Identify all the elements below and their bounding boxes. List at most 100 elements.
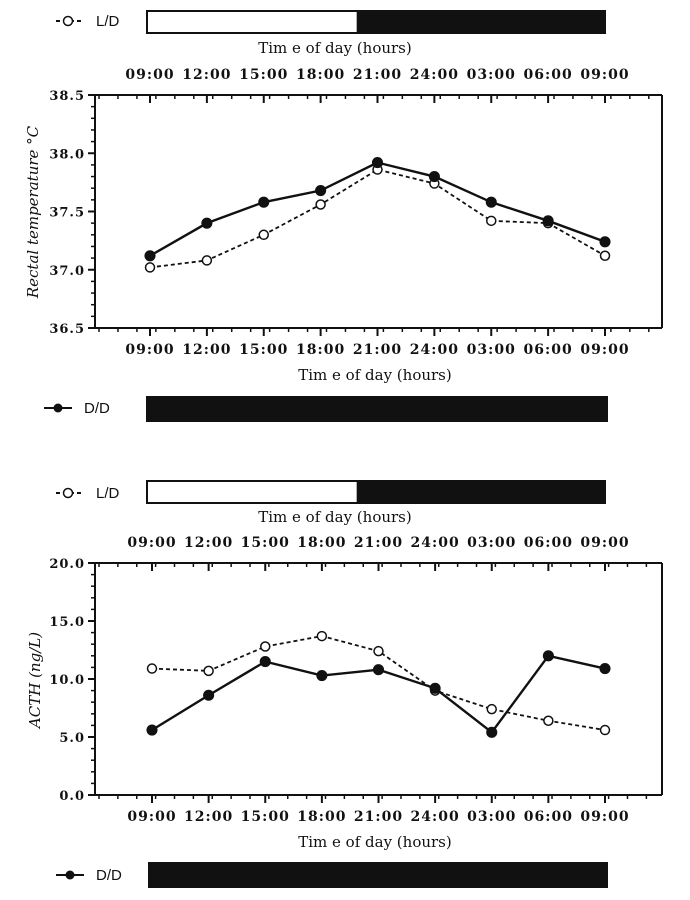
data-point-dd [258, 196, 270, 208]
data-point-dd [203, 689, 215, 701]
bottom-tick-label: 21:00 [353, 342, 402, 358]
top-tick-label: 09:00 [127, 535, 176, 551]
plot-series [146, 630, 611, 738]
top-tick-label: 12:00 [182, 67, 231, 83]
legend-dd-label: D/D [84, 400, 110, 417]
y-axis-label: ACTH (ng/L) [26, 632, 44, 730]
data-point-dd [146, 724, 158, 736]
top-tick-label: 18:00 [296, 67, 345, 83]
light-dark-bar-1 [146, 10, 606, 34]
data-point-ld [373, 645, 384, 657]
y-tick-label: 36.5 [49, 322, 85, 337]
series-line-ld [149, 168, 606, 269]
legend-ld-top-1: L/D [56, 13, 120, 30]
data-point-dd [372, 664, 385, 676]
bottom-axis-label: Tim e of day (hours) [298, 833, 452, 851]
bottom-tick-label: 24:00 [410, 342, 459, 358]
data-point-dd [599, 236, 611, 248]
legend-ld-label: L/D [96, 13, 120, 30]
data-point-dd [599, 663, 611, 675]
legend-ld-marker [62, 487, 74, 499]
data-point-dd [315, 184, 327, 197]
bottom-tick-label: 09:00 [125, 342, 174, 358]
series-line-dd [149, 161, 606, 257]
top-tick-label: 06:00 [524, 535, 573, 551]
bottom-tick-label: 06:00 [524, 342, 573, 358]
legend-ld-label: L/D [96, 485, 120, 502]
legend-dd-2: D/D [56, 867, 122, 884]
bottom-tick-label: 09:00 [580, 342, 629, 358]
data-point-dd [485, 196, 497, 208]
top-axis-label: Tim e of day (hours) [258, 508, 412, 526]
bottom-tick-label: 24:00 [411, 809, 460, 825]
ld-bar-light [148, 482, 357, 502]
y-tick-label: 0.0 [59, 789, 85, 804]
legend-ld-top-2: L/D [56, 485, 120, 502]
bottom-tick-label: 03:00 [467, 342, 516, 358]
legend-dd-label: D/D [96, 867, 122, 884]
data-point-dd [428, 171, 440, 183]
dd-bar [146, 396, 608, 422]
bottom-tick-label: 03:00 [467, 809, 516, 825]
data-point-ld [543, 715, 554, 727]
top-tick-label: 15:00 [241, 535, 290, 551]
data-point-ld [144, 262, 156, 273]
top-tick-label: 09:00 [125, 67, 174, 83]
y-tick-label: 20.0 [49, 557, 85, 572]
top-tick-label: 24:00 [411, 535, 460, 551]
bottom-tick-label: 12:00 [182, 342, 231, 358]
y-tick-label: 37.0 [49, 264, 85, 279]
bottom-tick-label: 21:00 [354, 809, 403, 825]
data-point-ld [315, 199, 326, 210]
top-tick-label: 06:00 [524, 67, 573, 83]
data-point-ld [203, 665, 214, 677]
bottom-tick-label: 15:00 [239, 342, 288, 358]
y-tick-labels: 0.0 5.0 10.0 15.0 20.0 [49, 557, 85, 804]
y-tick-label: 38.0 [49, 147, 85, 162]
legend-dd-marker [65, 870, 75, 880]
bottom-tick-label: 12:00 [184, 809, 233, 825]
data-point-dd [542, 650, 554, 662]
axes-frame [88, 94, 663, 336]
top-tick-label: 09:00 [580, 67, 629, 83]
top-axis-label: Tim e of day (hours) [258, 39, 412, 57]
y-tick-label: 37.5 [49, 206, 85, 221]
data-point-ld [599, 724, 611, 736]
bottom-tick-labels: 09:00 12:00 15:00 18:00 21:00 24:00 03:00 06:00… [125, 342, 629, 358]
legend-dd-marker [53, 403, 63, 413]
dd-bar [148, 862, 608, 888]
data-point-dd [201, 217, 213, 229]
y-tick-labels: 36.5 37.0 37.5 38.0 38.5 [49, 89, 85, 337]
panel-acth: L/D Tim e of day (hours) 09:00 12:00 15:00… [26, 480, 663, 888]
bottom-tick-label: 06:00 [524, 809, 573, 825]
y-tick-label: 15.0 [49, 615, 85, 630]
top-tick-label: 09:00 [580, 535, 629, 551]
legend-ld-marker [62, 15, 74, 27]
top-tick-label: 03:00 [467, 67, 516, 83]
bottom-tick-label: 15:00 [241, 809, 290, 825]
top-tick-labels: 09:00 12:00 15:00 18:00 21:00 24:00 03:00 06:00… [125, 67, 629, 83]
y-tick-label: 10.0 [49, 673, 85, 688]
data-point-ld [486, 703, 497, 715]
y-tick-label: 5.0 [59, 731, 85, 746]
data-point-ld [146, 663, 158, 674]
top-tick-label: 12:00 [184, 535, 233, 551]
top-tick-label: 24:00 [410, 67, 459, 83]
data-point-ld [201, 255, 213, 266]
data-point-dd [144, 250, 156, 262]
bottom-tick-label: 09:00 [127, 809, 176, 825]
data-point-dd [429, 682, 441, 694]
data-point-dd [371, 157, 384, 169]
data-point-dd [259, 656, 271, 668]
data-point-ld [258, 229, 269, 241]
plot-series [144, 157, 611, 273]
axes-frame [88, 562, 663, 803]
top-tick-labels: 09:00 12:00 15:00 18:00 21:00 24:00 03:00 06:00… [127, 535, 629, 551]
bottom-tick-labels: 09:00 12:00 15:00 18:00 21:00 24:00 03:00 06:00… [127, 809, 629, 825]
top-tick-label: 03:00 [467, 535, 516, 551]
data-point-ld [486, 215, 497, 227]
bottom-tick-label: 09:00 [580, 809, 629, 825]
legend-dd-1: D/D [44, 400, 110, 417]
top-tick-label: 21:00 [353, 67, 402, 83]
